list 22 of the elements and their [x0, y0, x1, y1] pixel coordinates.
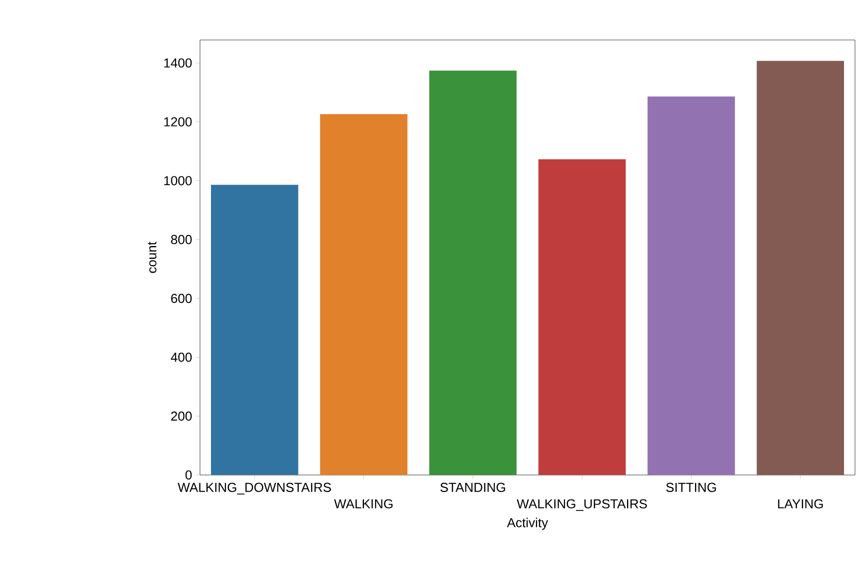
x-tick-label: WALKING_DOWNSTAIRS [178, 482, 331, 494]
bar [538, 159, 626, 475]
x-tick-label: STANDING [440, 482, 506, 492]
y-tick-label: 1200 [164, 117, 192, 126]
y-tick-label: 1000 [164, 176, 192, 186]
bar [210, 184, 298, 475]
y-axis-title: count [148, 242, 156, 273]
x-tick-label: LAYING [778, 499, 823, 508]
y-tick-label: 400 [170, 352, 192, 362]
bar [648, 96, 735, 475]
bar [756, 60, 844, 475]
y-tick-label: 600 [171, 294, 192, 303]
x-axis-title: Activity [506, 518, 548, 530]
bar [320, 114, 408, 475]
bar [429, 70, 517, 475]
y-tick-label: 800 [171, 234, 192, 244]
y-tick-label: 0 [185, 470, 192, 480]
x-tick-label: WALKING_UPSTAIRS [516, 499, 647, 511]
y-tick-label: 200 [171, 412, 192, 421]
x-tick-label: WALKING [334, 499, 393, 508]
x-tick-label: SITTING [666, 482, 716, 492]
y-tick-label: 1400 [164, 58, 192, 68]
